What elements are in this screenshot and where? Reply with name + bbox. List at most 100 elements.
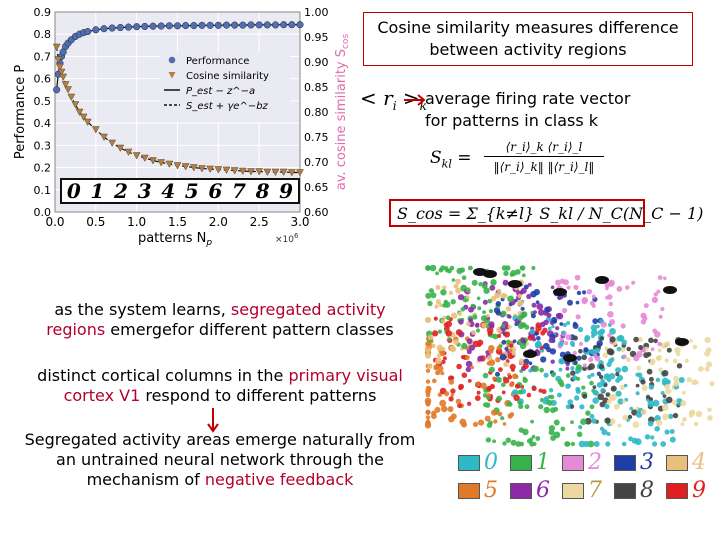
- neuron-dot: [582, 393, 588, 399]
- neuron-dot: [650, 435, 655, 440]
- neuron-dot: [676, 351, 681, 357]
- performance-point: [92, 26, 100, 34]
- neuron-dot: [631, 280, 636, 285]
- neuron-dot: [605, 441, 611, 447]
- neuron-dot: [455, 398, 462, 405]
- neuron-dot: [500, 292, 507, 299]
- neuron-dot: [432, 378, 437, 384]
- neuron-dot: [629, 350, 637, 358]
- neuron-dot: [507, 315, 512, 319]
- neuron-dot: [633, 336, 639, 343]
- neuron-dot: [435, 285, 441, 290]
- neuron-dot: [620, 323, 626, 329]
- neuron-dot: [635, 383, 640, 388]
- neuron-dot: [472, 314, 478, 320]
- similarity-point: [116, 144, 125, 153]
- neuron-dot: [466, 401, 472, 406]
- neuron-dot: [533, 310, 537, 315]
- neuron-dot: [596, 382, 603, 388]
- neuron-dot: [517, 400, 522, 405]
- similarity-point: [181, 163, 190, 171]
- neuron-dot: [465, 366, 471, 373]
- neuron-dot: [660, 441, 667, 447]
- neuron-dot: [504, 346, 509, 351]
- neuron-dot: [496, 395, 502, 402]
- y-left-tick-label: 0.2: [34, 162, 52, 175]
- similarity-point: [238, 167, 247, 176]
- neuron-dot: [592, 389, 598, 396]
- neuron-dot: [425, 385, 432, 392]
- neuron-dot: [519, 342, 527, 350]
- neuron-dot: [591, 329, 598, 337]
- neuron-dot: [532, 365, 539, 372]
- neuron-dot: [551, 372, 556, 378]
- neuron-dot: [600, 388, 605, 393]
- neuron-dot: [562, 322, 567, 328]
- neuron-dot: [707, 415, 713, 421]
- legend-box: [160, 52, 290, 122]
- neuron-dot: [450, 346, 457, 353]
- neuron-dot: [583, 440, 590, 448]
- similarity-point: [108, 139, 117, 148]
- neuron-dot: [578, 425, 583, 430]
- neuron-dot: [477, 355, 483, 362]
- neuron-dot: [548, 337, 554, 344]
- neuron-dot: [539, 367, 544, 373]
- neuron-dot: [561, 307, 568, 314]
- similarity-point: [75, 108, 84, 117]
- neuron-dot: [609, 336, 616, 343]
- legend-label: P_est − z^−a: [186, 86, 255, 97]
- similarity-point: [71, 101, 80, 109]
- neuron-dot: [565, 441, 571, 447]
- neuron-dot: [609, 319, 616, 325]
- neuron-dot: [517, 389, 523, 395]
- neuron-dot: [645, 394, 651, 400]
- performance-point: [231, 21, 239, 29]
- similarity-point: [157, 159, 166, 167]
- similarity-point: [124, 148, 133, 157]
- neuron-dot: [488, 309, 493, 314]
- similarity-point: [61, 81, 70, 89]
- neuron-dot: [465, 295, 470, 299]
- neuron-dot: [450, 393, 455, 397]
- digit-sample: 3: [137, 179, 152, 203]
- neuron-dot: [514, 318, 519, 324]
- neuron-dot: [534, 331, 539, 336]
- neuron-dot: [550, 285, 555, 290]
- legend-marker-similarity: [168, 72, 176, 79]
- neuron-dot: [709, 381, 715, 387]
- neuron-dot: [581, 354, 587, 361]
- neuron-dot: [673, 380, 680, 387]
- neuron-dot: [564, 341, 569, 346]
- neuron-dot: [559, 278, 566, 284]
- neuron-dot: [476, 390, 481, 395]
- neuron-dot: [605, 392, 611, 397]
- neuron-dot: [506, 339, 511, 345]
- neuron-dot: [527, 282, 532, 287]
- neuron-dot: [434, 406, 441, 413]
- neuron-dot: [655, 419, 663, 427]
- neuron-dot: [508, 381, 515, 388]
- performance-point: [100, 25, 108, 33]
- neuron-dot: [557, 379, 564, 385]
- performance-point: [206, 21, 214, 29]
- neuron-dot: [551, 324, 555, 329]
- neuron-dot: [468, 317, 473, 323]
- neuron-dot: [514, 269, 521, 275]
- cluster-color-legend: 0 1 2 3 4 5 6 7 8 9: [458, 452, 718, 504]
- similarity-point: [247, 168, 255, 176]
- note1-d: emergefor different pattern classes: [105, 320, 394, 339]
- neuron-dot: [521, 311, 528, 318]
- neuron-dot: [425, 415, 431, 420]
- neuron-dot: [472, 421, 479, 427]
- neuron-dot: [589, 348, 596, 355]
- neuron-dot: [587, 440, 595, 448]
- y-left-tick-label: 0.4: [34, 117, 52, 130]
- neuron-dot: [497, 411, 503, 417]
- neuron-dot: [458, 385, 463, 391]
- neuron-dot: [461, 275, 467, 280]
- digit-sample: 0: [66, 179, 81, 203]
- neuron-dot: [487, 330, 493, 336]
- neuron-dot: [490, 279, 497, 286]
- neuron-dot: [648, 337, 654, 344]
